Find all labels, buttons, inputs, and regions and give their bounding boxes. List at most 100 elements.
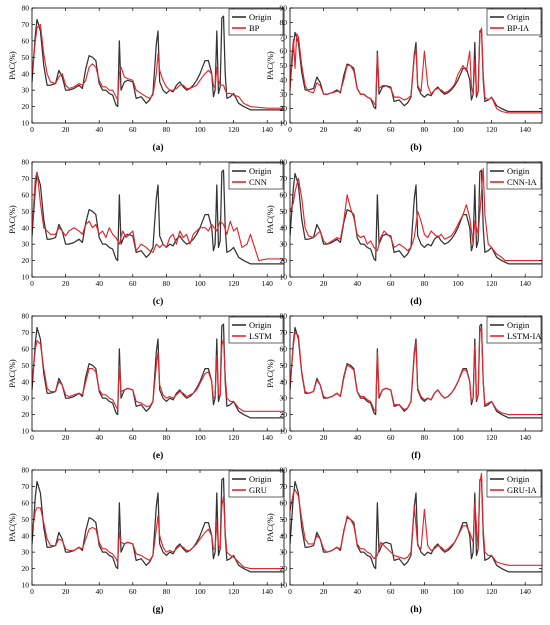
y-tick-label: 10: [280, 273, 288, 282]
x-tick-label: 140: [520, 433, 532, 442]
legend-label-origin: Origin: [249, 474, 272, 484]
x-tick-label: 40: [353, 125, 361, 134]
y-tick-label: 60: [22, 190, 30, 199]
x-tick-label: 140: [520, 587, 532, 596]
y-tick-label: 80: [22, 466, 30, 475]
legend-box: [228, 470, 284, 498]
chart-panel-5: 0 20 40 60 80 100 120 140 10 20 30 40 50 60 70 80 PAC(%)…: [7, 312, 285, 461]
y-tick-label: 10: [280, 427, 288, 436]
y-tick-label: 20: [280, 104, 288, 113]
y-tick-label: 80: [22, 312, 30, 321]
x-tick-label: 80: [421, 279, 429, 288]
y-tick-label: 50: [22, 361, 30, 370]
x-tick-label: 40: [95, 125, 103, 134]
legend-label-gru-ia: GRU-IA: [507, 485, 538, 495]
x-tick-label: 80: [421, 587, 429, 596]
x-tick-label: 60: [387, 279, 395, 288]
y-tick-label: 60: [22, 344, 30, 353]
panel-caption: (b): [410, 142, 422, 153]
y-tick-label: 70: [280, 328, 288, 337]
x-tick-label: 40: [353, 279, 361, 288]
x-tick-label: 140: [262, 279, 274, 288]
x-tick-label: 20: [320, 587, 328, 596]
y-tick-label: 50: [280, 61, 288, 70]
x-tick-label: 60: [387, 433, 395, 442]
x-tick-label: 120: [228, 279, 240, 288]
x-tick-label: 120: [486, 587, 498, 596]
legend-box: [486, 162, 542, 190]
legend-box: [486, 8, 542, 36]
y-tick-label: 30: [22, 240, 30, 249]
y-tick-label: 70: [22, 482, 30, 491]
y-axis-label: PAC(%): [7, 51, 17, 80]
x-tick-label: 0: [288, 279, 292, 288]
y-tick-label: 30: [22, 394, 30, 403]
series-line-bp-ia: [290, 27, 542, 114]
x-tick-label: 0: [288, 433, 292, 442]
x-tick-label: 0: [288, 587, 292, 596]
x-tick-label: 40: [353, 587, 361, 596]
y-tick-label: 30: [22, 86, 30, 95]
x-tick-label: 20: [62, 279, 70, 288]
y-tick-label: 80: [280, 18, 288, 27]
y-tick-label: 20: [22, 410, 30, 419]
panel-caption: (c): [153, 296, 164, 307]
y-tick-label: 60: [280, 344, 288, 353]
x-tick-label: 20: [320, 433, 328, 442]
x-tick-label: 120: [486, 125, 498, 134]
y-tick-label: 80: [22, 4, 30, 13]
y-tick-label: 30: [22, 548, 30, 557]
x-tick-label: 100: [194, 125, 206, 134]
axes-frame: [289, 469, 543, 586]
chart-panel-1: 0 20 40 60 80 100 120 140 10 20 30 40 50 60 70 80 PAC(%)…: [7, 4, 285, 153]
y-axis-label: PAC(%): [265, 513, 275, 542]
y-tick-label: 60: [280, 47, 288, 56]
x-tick-label: 120: [228, 587, 240, 596]
legend-box: [228, 162, 284, 190]
y-tick-label: 80: [22, 158, 30, 167]
legend-label-gru: GRU: [249, 485, 267, 495]
y-tick-label: 60: [280, 498, 288, 507]
x-tick-label: 60: [129, 433, 137, 442]
x-tick-label: 60: [129, 125, 137, 134]
x-tick-label: 120: [228, 433, 240, 442]
y-tick-label: 50: [22, 515, 30, 524]
y-tick-label: 60: [22, 498, 30, 507]
y-tick-label: 30: [280, 90, 288, 99]
x-tick-label: 20: [320, 279, 328, 288]
panel-caption: (h): [410, 604, 422, 615]
series-line-cnn: [32, 171, 284, 262]
y-tick-label: 40: [280, 377, 288, 386]
legend-label-origin: Origin: [249, 320, 272, 330]
y-tick-label: 50: [22, 207, 30, 216]
y-tick-label: 10: [280, 581, 288, 590]
series-line-lstm: [32, 338, 284, 412]
chart-panel-7: 0 20 40 60 80 100 120 140 10 20 30 40 50 60 70 80 PAC(%)…: [7, 466, 285, 615]
legend-label-cnn-ia: CNN-IA: [507, 177, 538, 187]
y-tick-label: 20: [22, 256, 30, 265]
legend-label-origin: Origin: [507, 166, 530, 176]
y-tick-label: 60: [22, 36, 30, 45]
x-tick-label: 100: [452, 279, 464, 288]
x-tick-label: 0: [288, 125, 292, 134]
legend-label-origin: Origin: [507, 320, 530, 330]
x-tick-label: 140: [520, 279, 532, 288]
y-tick-label: 70: [22, 328, 30, 337]
series-line-origin: [290, 169, 542, 265]
series-line-origin: [290, 28, 542, 113]
x-tick-label: 100: [452, 587, 464, 596]
y-tick-label: 30: [280, 240, 288, 249]
x-tick-label: 100: [452, 125, 464, 134]
x-tick-label: 140: [262, 125, 274, 134]
y-tick-label: 80: [280, 312, 288, 321]
axes-frame: [31, 315, 285, 432]
y-tick-label: 50: [280, 207, 288, 216]
y-tick-label: 80: [280, 158, 288, 167]
x-tick-label: 40: [95, 433, 103, 442]
x-tick-label: 80: [163, 125, 171, 134]
x-tick-label: 100: [194, 279, 206, 288]
